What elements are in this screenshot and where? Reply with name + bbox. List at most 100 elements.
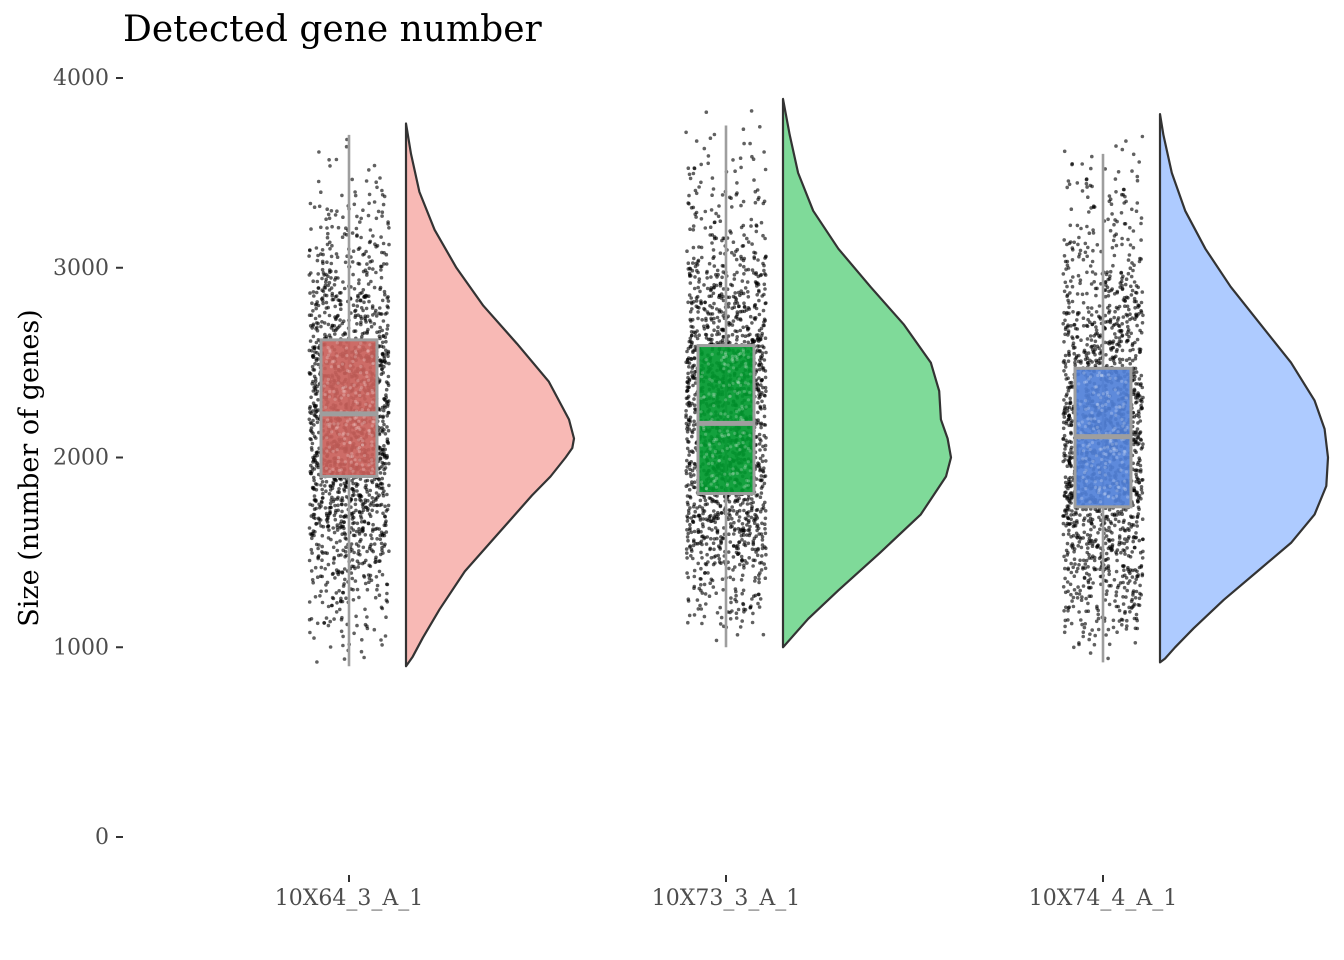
data-point (703, 571, 707, 575)
data-point (699, 566, 703, 571)
data-point (710, 337, 714, 342)
density-cloud (404, 122, 576, 668)
data-point (325, 513, 329, 518)
group-1 (307, 122, 576, 668)
data-point (329, 209, 334, 213)
data-point (748, 605, 752, 610)
data-point (699, 577, 703, 581)
data-point (1067, 182, 1072, 187)
data-point (380, 476, 385, 481)
box-point (370, 424, 374, 428)
data-point (755, 507, 760, 512)
data-point (310, 441, 315, 446)
data-point (761, 503, 766, 507)
data-point (365, 615, 369, 619)
data-point (753, 200, 758, 205)
data-point (1114, 569, 1119, 574)
data-point (1120, 242, 1124, 247)
data-point (753, 317, 757, 322)
data-point (692, 574, 697, 579)
data-point (362, 331, 367, 335)
data-point (708, 136, 713, 140)
box-point (719, 358, 724, 362)
data-point (730, 205, 734, 209)
data-point (690, 307, 694, 311)
data-point (342, 582, 346, 586)
data-point (698, 603, 702, 608)
data-point (1114, 604, 1119, 609)
box-point (370, 400, 375, 404)
data-point (1109, 202, 1114, 206)
data-point (380, 464, 384, 469)
data-point (707, 514, 712, 519)
box-point (706, 362, 711, 366)
box-point (708, 447, 712, 451)
data-point (367, 493, 372, 497)
box-point (341, 386, 345, 390)
data-point (1067, 305, 1071, 310)
data-point (1094, 619, 1099, 624)
data-point (714, 236, 719, 241)
data-point (378, 537, 383, 542)
data-point (707, 526, 711, 531)
data-point (368, 239, 373, 244)
data-point (1121, 315, 1126, 319)
data-point (351, 272, 355, 277)
data-point (382, 467, 386, 472)
data-point (350, 177, 355, 182)
data-point (340, 502, 344, 507)
box-point (349, 466, 353, 471)
data-point (369, 533, 373, 537)
box-point (727, 433, 731, 437)
box-point (346, 453, 350, 458)
box-point (709, 474, 713, 478)
data-point (387, 242, 391, 247)
data-point (692, 584, 697, 589)
data-point (1064, 490, 1068, 495)
box-point (728, 457, 732, 461)
data-point (1064, 377, 1069, 381)
data-point (359, 520, 364, 524)
data-point (733, 565, 737, 569)
data-point (760, 344, 765, 349)
data-point (311, 354, 315, 359)
data-point (340, 193, 344, 198)
data-point (369, 501, 374, 505)
data-point (1068, 582, 1073, 587)
data-point (691, 519, 695, 523)
data-point (695, 268, 699, 273)
data-point (759, 421, 764, 426)
data-point (357, 549, 361, 553)
box-point (360, 463, 364, 467)
data-point (716, 553, 721, 558)
data-point (360, 510, 364, 515)
data-point (688, 415, 693, 420)
box-point (325, 436, 329, 440)
data-point (386, 323, 390, 328)
data-point (718, 545, 722, 550)
data-point (1085, 224, 1089, 229)
data-point (342, 481, 347, 486)
data-point (331, 297, 336, 302)
data-point (758, 561, 762, 565)
box-point (370, 461, 374, 465)
data-point (690, 301, 694, 306)
box-point (361, 439, 365, 443)
box-point (360, 422, 364, 426)
data-point (746, 514, 750, 518)
data-point (696, 285, 700, 290)
data-point (746, 240, 751, 244)
data-point (375, 503, 380, 508)
data-point (328, 645, 333, 649)
data-point (324, 616, 329, 620)
box-point (366, 349, 370, 353)
data-point (692, 419, 696, 424)
data-point (1120, 348, 1125, 353)
data-point (732, 305, 737, 310)
data-point (687, 453, 691, 457)
data-point (311, 431, 315, 436)
data-point (740, 591, 744, 596)
data-point (340, 235, 345, 239)
data-point (685, 556, 689, 560)
